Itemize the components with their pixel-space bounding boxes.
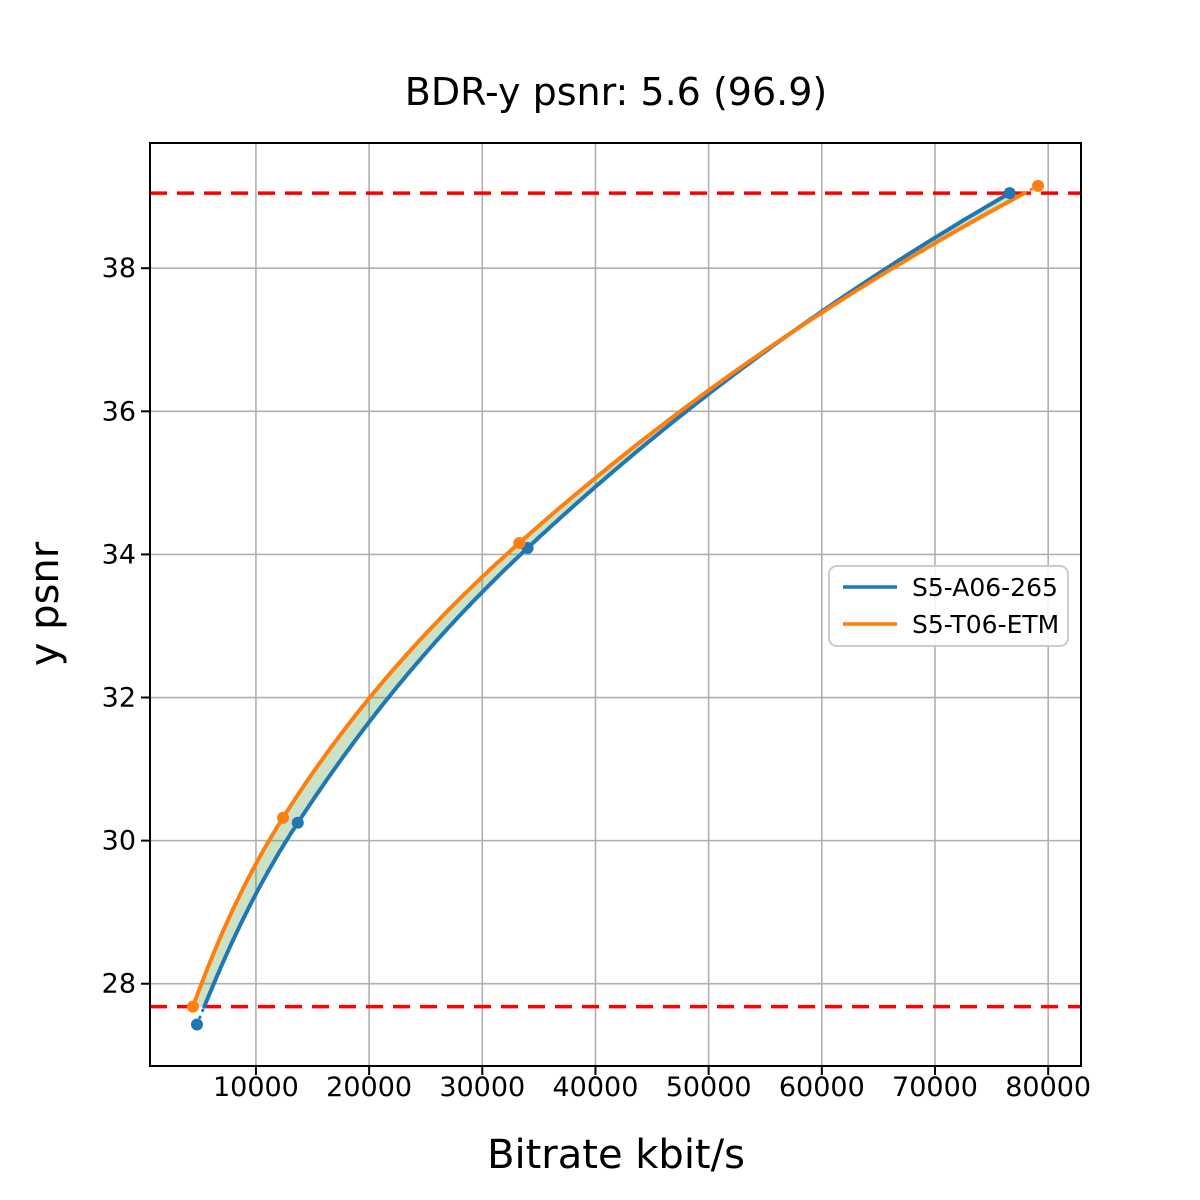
data-point-S5-A06-265 — [291, 816, 304, 829]
x-tick-label: 60000 — [779, 1072, 865, 1103]
y-tick-label: 30 — [102, 826, 136, 857]
data-point-S5-A06-265 — [1003, 187, 1016, 200]
curve-S5-T06-ETM — [190, 191, 1027, 1009]
y-tick-label: 38 — [102, 253, 136, 284]
curve-S5-A06-265 — [202, 191, 1012, 1009]
legend-label: S5-A06-265 — [912, 573, 1058, 602]
data-point-S5-T06-ETM — [513, 537, 526, 549]
legend-label: S5-T06-ETM — [912, 610, 1059, 639]
y-axis-label: y psnr — [22, 541, 68, 666]
x-tick-label: 80000 — [1005, 1072, 1091, 1103]
x-tick-label: 50000 — [666, 1072, 752, 1103]
plot-border — [149, 142, 1082, 1067]
legend: S5-A06-265 S5-T06-ETM — [828, 565, 1069, 647]
data-point-S5-T06-ETM — [277, 811, 289, 824]
chart-title: BDR-y psnr: 5.6 (96.9) — [405, 70, 827, 114]
y-tick-label: 36 — [102, 396, 136, 427]
grid — [150, 143, 1081, 1066]
x-axis-label: Bitrate kbit/s — [487, 1132, 745, 1178]
x-tick-label: 40000 — [553, 1072, 639, 1103]
x-tick-label: 20000 — [326, 1072, 412, 1103]
curve-dotted-S5-A06-265 — [195, 1005, 206, 1026]
data-point-S5-T06-ETM — [186, 1000, 199, 1013]
x-tick-label: 10000 — [213, 1072, 299, 1103]
x-tick-label: 30000 — [439, 1072, 525, 1103]
ticks: 10000 20000 30000 40000 50000 60000 70000 80000… — [102, 253, 1091, 1103]
y-tick-label: 32 — [102, 683, 136, 714]
data-point-S5-A06-265 — [191, 1018, 203, 1031]
x-tick-label: 70000 — [892, 1072, 978, 1103]
y-tick-label: 34 — [102, 539, 136, 570]
data-point-S5-T06-ETM — [1032, 179, 1044, 192]
y-tick-label: 28 — [102, 969, 136, 1000]
